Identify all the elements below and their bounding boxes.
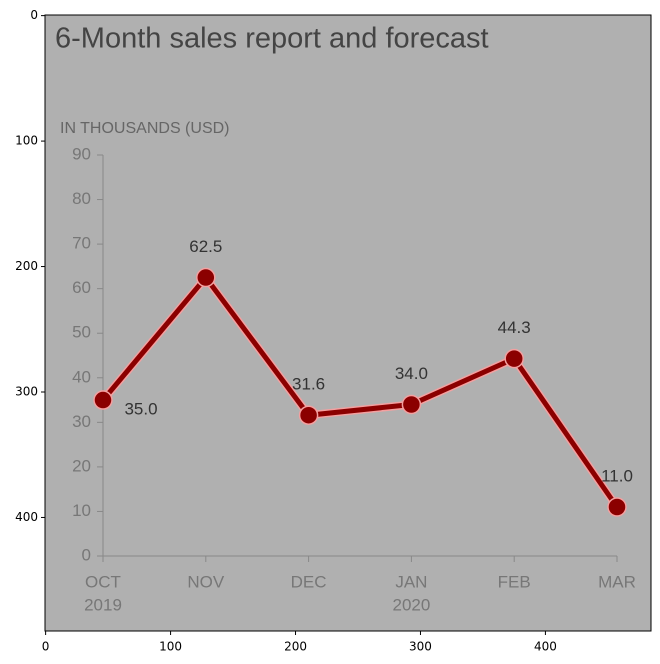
- y-tick-label: 200: [15, 259, 38, 273]
- chart-title: 6-Month sales report and forecast: [55, 23, 489, 55]
- x-tick-label: FEB: [498, 572, 531, 591]
- marker: [93, 390, 113, 410]
- data-label: 35.0: [124, 400, 157, 419]
- x-tick-label: NOV: [187, 572, 225, 591]
- y-tick-label: 80: [72, 189, 91, 208]
- x-tick-label: 200: [284, 640, 307, 654]
- x-tick-label: 300: [409, 640, 432, 654]
- x-tick-label: 0: [42, 640, 50, 654]
- y-tick-label: 40: [72, 367, 91, 386]
- x-tick-label: 400: [534, 640, 557, 654]
- y-tick-label: 50: [72, 323, 91, 342]
- x-tick-label: 100: [159, 640, 182, 654]
- x-tick-label: JAN: [395, 572, 427, 591]
- line: [101, 275, 620, 509]
- marker: [607, 497, 627, 517]
- y-tick-label: 400: [15, 510, 38, 524]
- data-label: 31.6: [292, 375, 325, 394]
- y-tick-label: 10: [72, 501, 91, 520]
- data-label: 62.5: [189, 237, 222, 256]
- y-tick-label: 0: [30, 8, 38, 22]
- y-tick-label: 90: [72, 144, 91, 163]
- x-year-label: 2019: [84, 595, 122, 614]
- data-label: 44.3: [498, 318, 531, 337]
- y-axis-label: IN THOUSANDS (USD): [60, 120, 230, 137]
- x-tick-label: MAR: [598, 572, 636, 591]
- image-background: [45, 15, 651, 631]
- marker: [401, 394, 422, 415]
- data-label: 11.0: [601, 466, 633, 485]
- y-tick-label: 60: [72, 278, 91, 297]
- axes-frame: [44, 14, 652, 632]
- y-tick-label: 70: [72, 234, 91, 253]
- marker: [298, 405, 319, 425]
- y-tick-label: 30: [72, 412, 91, 431]
- y-tick-label: 20: [72, 456, 91, 475]
- marker: [504, 348, 524, 369]
- data-label: 34.0: [395, 364, 428, 383]
- y-tick-label: 300: [15, 385, 38, 399]
- y-tick-label: 0: [82, 545, 91, 564]
- x-tick-label: DEC: [291, 572, 327, 591]
- marker: [196, 267, 216, 288]
- x-tick-label: OCT: [85, 572, 121, 591]
- x-year-label: 2020: [392, 595, 430, 614]
- y-tick-label: 100: [15, 134, 38, 148]
